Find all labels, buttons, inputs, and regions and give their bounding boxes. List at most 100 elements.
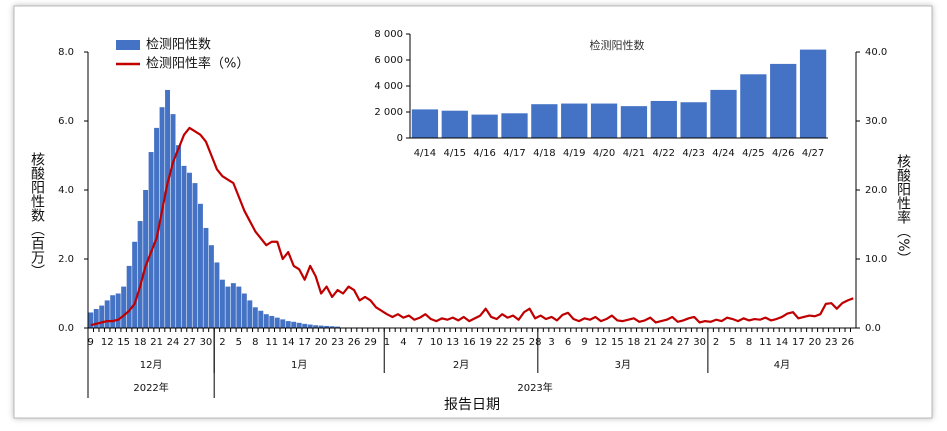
y-tick-label: 0: [397, 133, 403, 144]
bar: [501, 113, 528, 138]
y-axis-title: 核酸阳性数（百万）: [29, 152, 45, 278]
y-tick-label: 0.0: [58, 323, 74, 334]
x-tick-label: 14: [776, 337, 789, 348]
x-tick-label: 24: [167, 337, 180, 348]
x-tick-label: 8: [746, 337, 752, 348]
x-tick-label: 4/22: [653, 148, 675, 159]
x-tick-label: 15: [117, 337, 130, 348]
bar: [115, 293, 121, 328]
bar: [230, 283, 236, 328]
bar: [121, 286, 127, 328]
bar: [258, 310, 264, 328]
bar: [770, 63, 797, 138]
x-tick-label: 4: [400, 337, 406, 348]
x-tick-label: 30: [200, 337, 213, 348]
x-tick-label: 15: [611, 337, 624, 348]
x-tick-label: 4/19: [563, 148, 585, 159]
x-tick-label: 18: [627, 337, 640, 348]
inset-title: 检测阳性数: [590, 38, 645, 52]
x-tick-label: 18: [134, 337, 147, 348]
y2-axis-title: 核酸阳性率（%）: [895, 154, 911, 265]
x-tick-label: 12: [595, 337, 608, 348]
x-tick-label: 20: [808, 337, 821, 348]
bar: [710, 89, 737, 138]
bar: [165, 89, 171, 328]
x-tick-label: 19: [479, 337, 492, 348]
bar: [335, 326, 341, 328]
bar: [799, 49, 827, 138]
x-axis-title: 报告日期: [444, 397, 500, 413]
bar: [148, 152, 154, 328]
x-tick-label: 30: [693, 337, 706, 348]
bar: [88, 312, 94, 328]
bar: [274, 317, 280, 328]
x-tick-label: 4/18: [533, 148, 555, 159]
month-label: 1月: [291, 359, 307, 371]
bar: [302, 323, 308, 328]
x-tick-label: 27: [677, 337, 690, 348]
legend-label: 检测阳性率（%）: [146, 56, 249, 72]
bar: [291, 321, 297, 328]
x-tick-label: 4/16: [473, 148, 495, 159]
month-label: 2月: [453, 359, 469, 371]
bar: [285, 321, 291, 328]
bar: [329, 326, 335, 328]
bar: [187, 172, 192, 328]
bar: [620, 106, 648, 138]
bar: [93, 309, 99, 328]
bar: [680, 102, 707, 138]
bar: [208, 245, 214, 328]
bar: [247, 300, 253, 328]
bar: [269, 315, 275, 328]
bar: [324, 325, 330, 328]
bar: [143, 190, 149, 328]
bar: [241, 293, 247, 328]
y-tick-label: 6 000: [374, 55, 403, 66]
bar: [203, 227, 209, 328]
x-tick-label: 9: [88, 337, 94, 348]
x-tick-label: 4/20: [593, 148, 615, 159]
y2-tick-label: 0.0: [865, 323, 881, 334]
y2-tick-label: 40.0: [865, 47, 887, 58]
bar: [192, 183, 198, 328]
bar: [159, 107, 165, 328]
y-tick-label: 6.0: [58, 116, 74, 127]
x-tick-label: 17: [792, 337, 805, 348]
x-tick-label: 26: [348, 337, 361, 348]
x-tick-label: 10: [430, 337, 443, 348]
month-label: 12月: [140, 359, 163, 371]
y-tick-label: 8.0: [58, 47, 74, 58]
bar: [531, 104, 558, 138]
x-tick-label: 14: [282, 337, 295, 348]
bar: [411, 109, 439, 138]
x-tick-label: 1: [384, 337, 390, 348]
y-tick-label: 2.0: [58, 254, 74, 265]
month-label: 3月: [615, 359, 631, 371]
bar: [110, 295, 116, 328]
y-tick-label: 8 000: [374, 29, 403, 40]
bar: [154, 127, 160, 329]
x-tick-label: 4/26: [772, 148, 794, 159]
x-tick-label: 21: [644, 337, 657, 348]
x-tick-label: 2: [713, 337, 719, 348]
x-tick-label: 11: [759, 337, 772, 348]
bar: [650, 100, 677, 138]
bar: [197, 203, 203, 328]
bar: [740, 74, 767, 138]
x-tick-label: 4/15: [444, 148, 466, 159]
x-tick-label: 20: [315, 337, 328, 348]
x-tick-label: 21: [150, 337, 163, 348]
x-tick-label: 29: [364, 337, 377, 348]
legend-label: 检测阳性数: [146, 38, 211, 53]
x-tick-label: 8: [252, 337, 258, 348]
y2-tick-label: 10.0: [865, 254, 887, 265]
x-tick-label: 4/23: [682, 148, 704, 159]
y-tick-label: 4 000: [374, 81, 403, 92]
bar: [307, 324, 313, 328]
bar: [252, 307, 258, 328]
year-label: 2023年: [517, 381, 552, 394]
line: [90, 126, 854, 327]
bar: [471, 114, 498, 138]
